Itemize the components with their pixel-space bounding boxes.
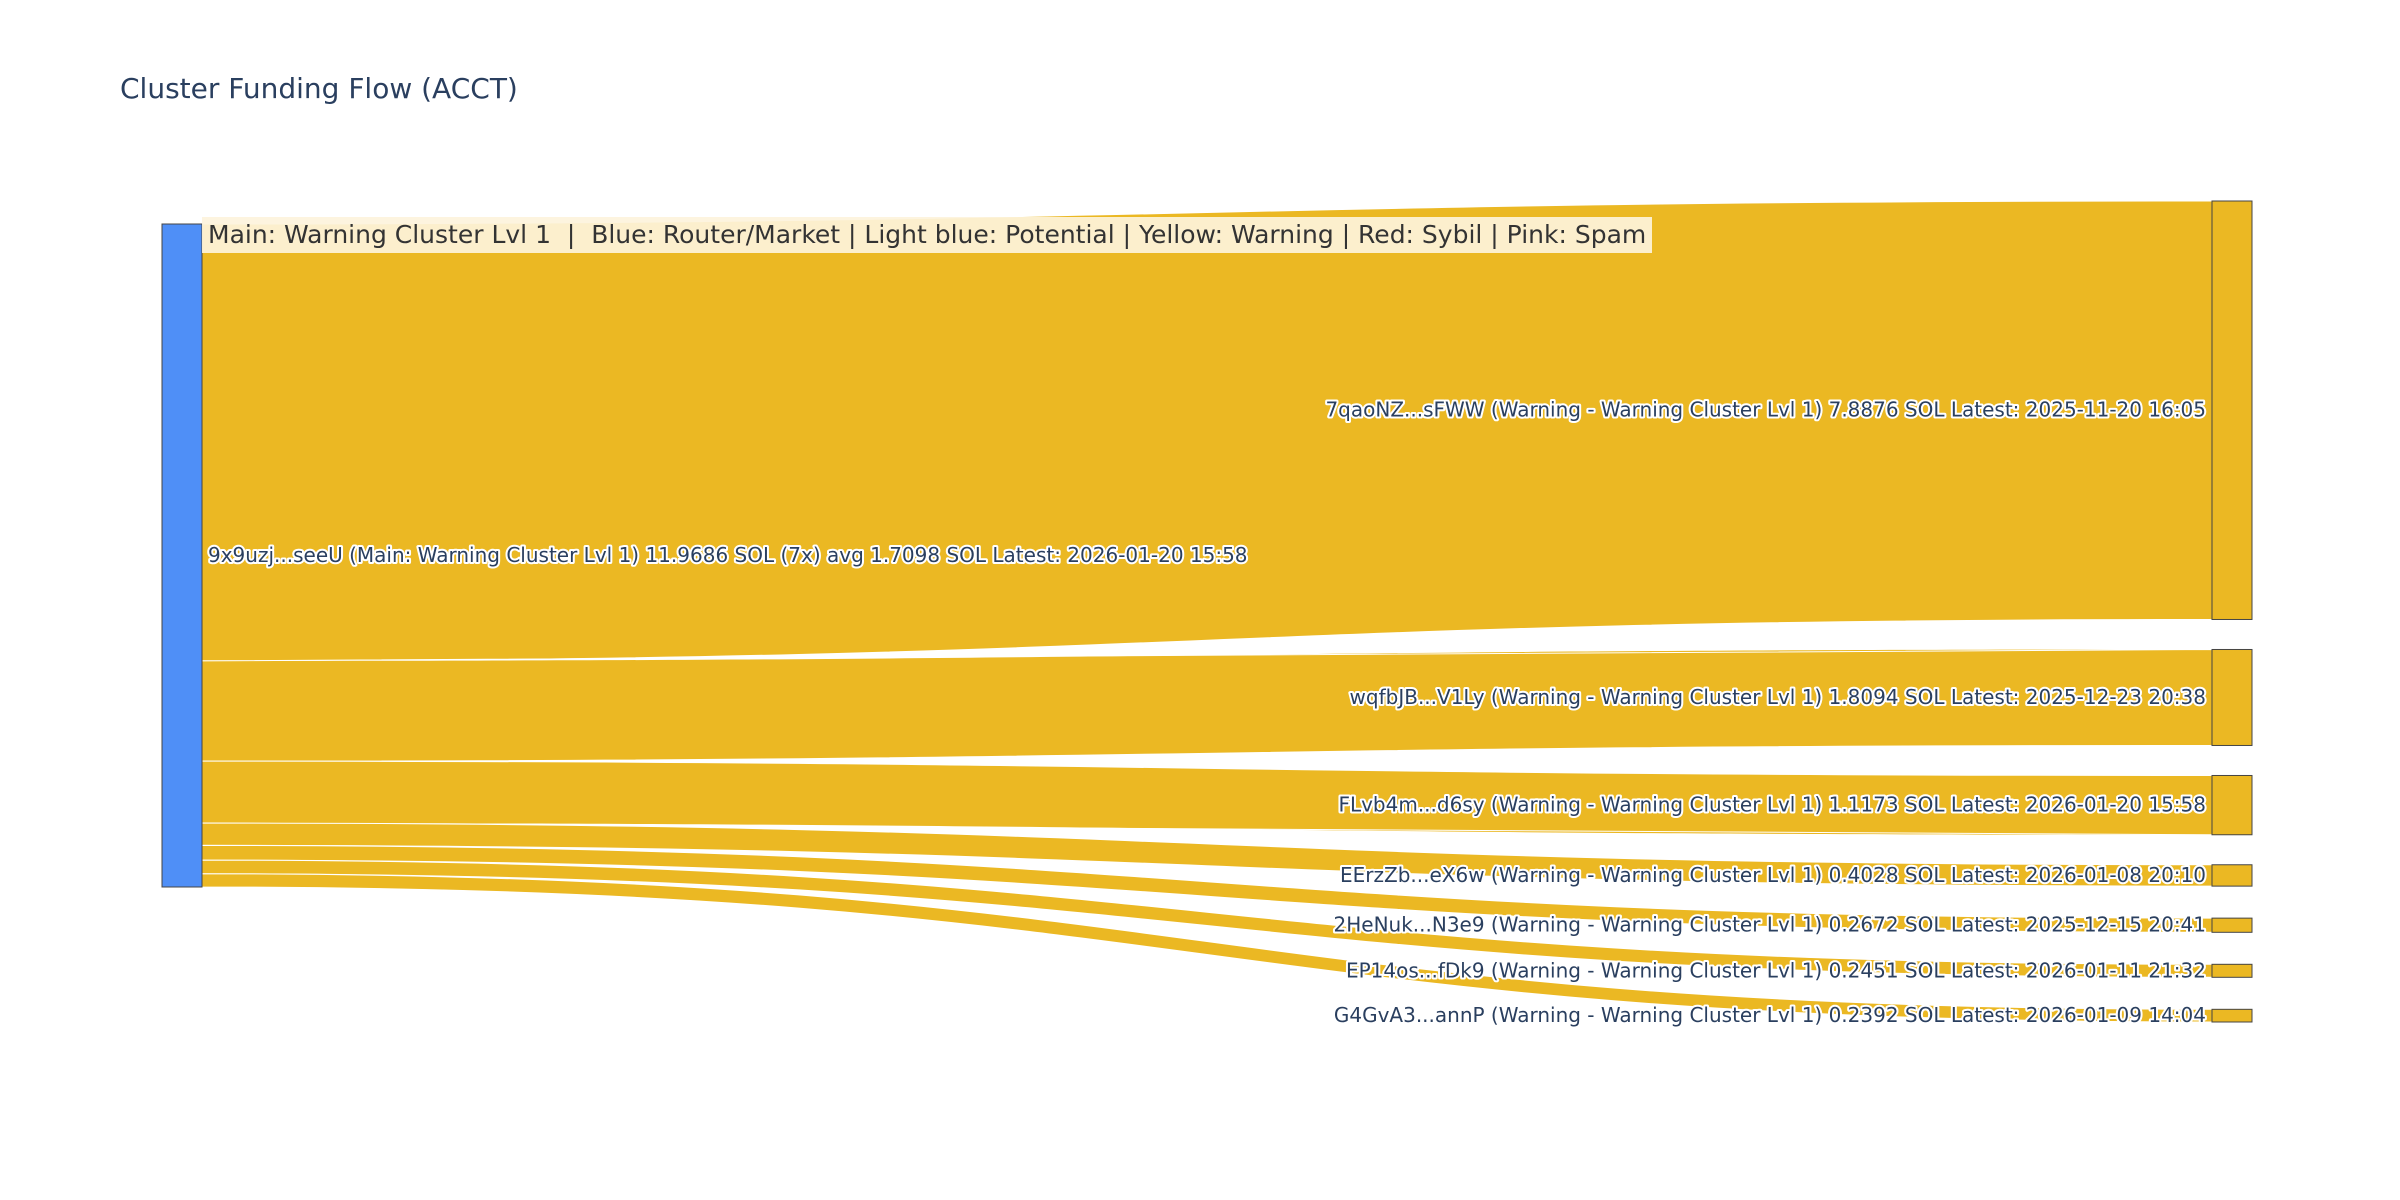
target-node-label: G4GvA3...annP (Warning - Warning Cluster… (1334, 1003, 2206, 1027)
target-node[interactable] (2211, 864, 2253, 887)
target-node-label: EErzZb...eX6w (Warning - Warning Cluster… (1340, 863, 2206, 887)
target-node-label: 7qaoNZ...sFWW (Warning - Warning Cluster… (1325, 398, 2206, 422)
target-node-label: EP14os...fDk9 (Warning - Warning Cluster… (1346, 958, 2206, 982)
chart-title: Cluster Funding Flow (ACCT) (120, 72, 518, 105)
source-node-label: 9x9uzj...seeU (Main: Warning Cluster Lvl… (208, 543, 1248, 567)
target-node-label: wqfbJB...V1Ly (Warning - Warning Cluster… (1350, 685, 2206, 709)
source-node[interactable] (161, 223, 203, 888)
target-node[interactable] (2211, 917, 2253, 933)
sankey-nodes (161, 200, 2253, 1023)
target-node[interactable] (2211, 200, 2253, 620)
target-node[interactable] (2211, 648, 2253, 746)
legend-annotation: Main: Warning Cluster Lvl 1 | Blue: Rout… (202, 217, 1653, 253)
sankey-labels: 9x9uzj...seeU (Main: Warning Cluster Lvl… (206, 396, 2208, 1029)
target-node-label: 2HeNuk...N3e9 (Warning - Warning Cluster… (1334, 913, 2207, 937)
target-node[interactable] (2211, 1008, 2253, 1023)
target-node-label: FLvb4m...d6sy (Warning - Warning Cluster… (1338, 793, 2206, 817)
target-node[interactable] (2211, 774, 2253, 836)
sankey-link[interactable] (201, 200, 2213, 662)
target-node[interactable] (2211, 963, 2253, 978)
sankey-links (201, 200, 2213, 1023)
